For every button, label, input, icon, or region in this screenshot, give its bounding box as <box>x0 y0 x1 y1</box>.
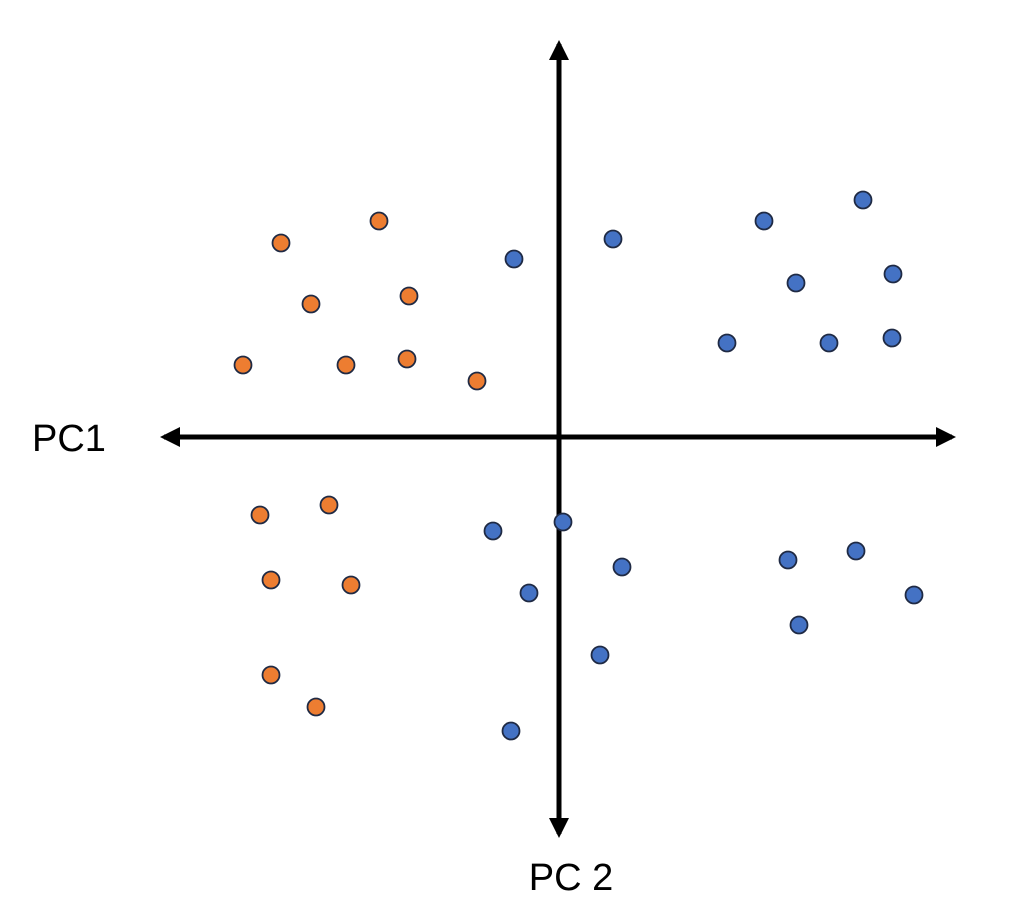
data-point <box>789 615 809 635</box>
data-point <box>590 645 610 665</box>
data-point <box>271 233 291 253</box>
data-point <box>819 333 839 353</box>
data-point <box>306 697 326 717</box>
data-point <box>853 190 873 210</box>
data-point <box>754 211 774 231</box>
data-point <box>846 541 866 561</box>
data-point <box>519 583 539 603</box>
data-point <box>553 512 573 532</box>
data-point <box>369 211 389 231</box>
data-point <box>504 249 524 269</box>
data-point <box>341 575 361 595</box>
data-point <box>501 721 521 741</box>
data-point <box>467 371 487 391</box>
data-point <box>882 328 902 348</box>
data-point <box>301 294 321 314</box>
data-point <box>261 570 281 590</box>
data-point <box>336 355 356 375</box>
data-point <box>603 229 623 249</box>
data-point <box>612 557 632 577</box>
data-point <box>250 505 270 525</box>
data-point <box>904 585 924 605</box>
data-point <box>483 521 503 541</box>
y-axis-label: PC 2 <box>529 857 613 899</box>
data-points <box>233 190 924 741</box>
data-point <box>233 355 253 375</box>
data-point <box>786 273 806 293</box>
data-point <box>261 665 281 685</box>
data-point <box>717 333 737 353</box>
data-point <box>399 286 419 306</box>
data-point <box>778 550 798 570</box>
x-axis-label: PC1 <box>32 418 106 460</box>
data-point <box>397 349 417 369</box>
data-point <box>319 495 339 515</box>
data-point <box>883 264 903 284</box>
